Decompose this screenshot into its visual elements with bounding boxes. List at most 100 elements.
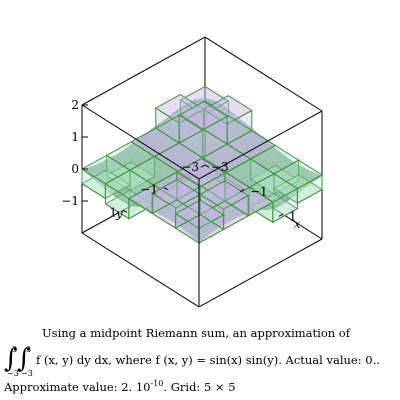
surface-patch — [153, 144, 163, 158]
surface-patch — [265, 203, 276, 207]
surface-patch — [132, 176, 143, 190]
surface-patch — [152, 157, 163, 172]
surface-patch — [230, 207, 240, 219]
surface-patch — [215, 178, 226, 186]
surface-patch — [218, 121, 229, 134]
approx-value: Approximate value: 2. 10 — [4, 379, 151, 394]
surface-patch — [193, 109, 204, 120]
surface-patch — [198, 98, 209, 100]
x-tick-label: −3 — [211, 160, 229, 174]
surface-patch — [200, 174, 211, 180]
surface-patch — [162, 176, 173, 187]
surface-patch — [271, 201, 281, 206]
surface-patch — [180, 182, 191, 192]
integral-upper-limit: 3 — [12, 345, 18, 354]
surface-patch — [178, 105, 189, 112]
surface-patch — [184, 194, 195, 208]
surface-patch — [138, 135, 149, 144]
caption-approx: Approximate value: 2. 10-10. Grid: 5 × 5 — [4, 377, 400, 394]
surface-patch — [97, 161, 108, 174]
x-tick-mark — [200, 164, 206, 168]
surface-patch — [173, 129, 183, 143]
surface-patch — [189, 226, 200, 239]
surface-patch — [232, 152, 243, 166]
surface-patch — [123, 146, 133, 160]
surface-patch — [92, 173, 102, 181]
surface-patch — [112, 189, 122, 197]
surface-patch — [215, 190, 226, 201]
surface-patch — [200, 187, 210, 200]
surface-patch — [133, 149, 143, 163]
surface-patch — [222, 144, 233, 158]
surface-patch — [255, 205, 266, 209]
integral-upper-limit: 3 — [26, 345, 32, 354]
surface-patch — [187, 165, 198, 174]
surface-patch — [177, 159, 188, 171]
surface-patch — [287, 161, 298, 175]
surface-patch — [233, 120, 244, 129]
surface-patch — [217, 147, 228, 161]
surface-patch — [233, 115, 244, 124]
surface-patch — [172, 142, 183, 157]
surface-patch — [200, 172, 211, 175]
surface-patch — [183, 105, 194, 113]
surface-patch — [190, 187, 200, 200]
surface-patch — [257, 186, 268, 198]
surface-patch — [277, 181, 288, 193]
surface-patch — [192, 146, 203, 160]
surface-patch — [163, 137, 173, 151]
surface-patch — [238, 128, 249, 138]
surface-patch — [266, 206, 277, 210]
surface-patch — [257, 159, 268, 173]
surface-patch — [92, 164, 103, 174]
surface-patch — [204, 208, 215, 222]
surface-patch — [312, 173, 322, 180]
surface-patch — [306, 179, 317, 185]
surface-patch — [143, 131, 154, 139]
surface-patch — [137, 169, 148, 184]
surface-patch — [116, 196, 127, 204]
surface-patch — [210, 183, 221, 192]
surface-patch — [268, 146, 279, 159]
surface-patch — [163, 113, 174, 122]
box-edge — [81, 36, 206, 106]
integrand-text: f (x, y) dy dx, where f (x, y) = sin(x) … — [36, 353, 380, 367]
y-tick-mark — [204, 164, 210, 168]
surface-patch — [162, 150, 173, 165]
surface-patch — [210, 191, 220, 204]
surface-patch — [213, 101, 224, 108]
surface-patch — [238, 118, 249, 126]
surface-patch — [202, 159, 213, 170]
surface-patch — [158, 135, 169, 148]
surface-patch — [263, 142, 274, 153]
surface-patch — [117, 177, 128, 189]
surface-patch — [174, 212, 185, 227]
surface-patch — [212, 173, 222, 180]
surface-patch — [192, 132, 203, 147]
surface-patch — [143, 148, 153, 162]
surface-patch — [262, 166, 273, 180]
surface-patch — [297, 178, 308, 187]
surface-patch — [160, 186, 171, 195]
surface-patch — [190, 172, 201, 175]
box-edge — [204, 36, 323, 112]
surface-patch — [132, 162, 143, 177]
surface-patch — [153, 133, 164, 145]
surface-patch — [143, 138, 154, 149]
surface-patch — [263, 152, 273, 166]
riemann-bars — [81, 85, 323, 244]
surface-patch — [160, 205, 170, 218]
surface-patch — [96, 179, 107, 188]
surface-patch — [228, 129, 239, 142]
surface-patch — [262, 179, 273, 193]
surface-patch — [207, 141, 218, 155]
surface-patch — [291, 190, 302, 199]
caption-integral: ∫ ∫ 3 −3 3 −3 f (x, y) dy dx, where f (x… — [4, 345, 400, 378]
surface-patch — [184, 221, 195, 235]
surface-patch — [185, 184, 196, 195]
y-tick-mark — [163, 187, 169, 191]
surface-patch — [214, 213, 225, 228]
surface-patch — [107, 156, 118, 170]
